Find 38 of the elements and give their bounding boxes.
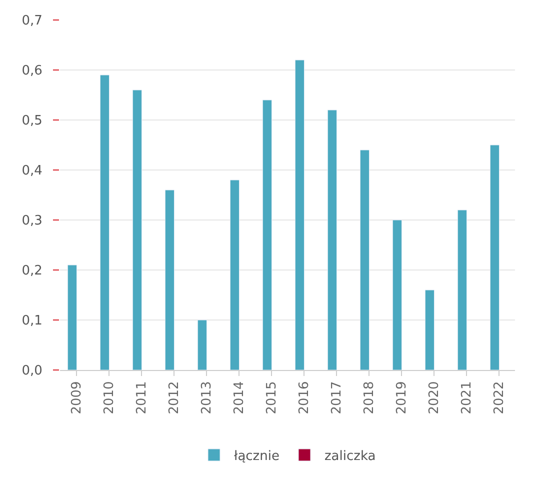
bar bbox=[164, 190, 174, 370]
x-tick-label: 2012 bbox=[166, 381, 182, 414]
y-tick-label: 0,4 bbox=[22, 164, 42, 179]
legend-label: zaliczka bbox=[324, 449, 376, 464]
y-tick-label: 0,5 bbox=[22, 114, 42, 129]
bar bbox=[132, 90, 142, 370]
bar bbox=[197, 320, 207, 370]
y-tick-label: 0,0 bbox=[22, 364, 42, 379]
x-tick-label: 2016 bbox=[296, 381, 312, 414]
x-tick-label: 2019 bbox=[394, 381, 410, 414]
x-tick-label: 2014 bbox=[232, 381, 247, 414]
y-tick-label: 0,3 bbox=[22, 214, 42, 229]
bar bbox=[490, 144, 500, 370]
bar bbox=[360, 150, 370, 370]
bar bbox=[294, 60, 304, 370]
bar bbox=[100, 74, 110, 370]
x-tick-label: 2010 bbox=[102, 381, 117, 414]
legend-label: łącznie bbox=[234, 449, 280, 464]
x-tick-label: 2015 bbox=[264, 381, 280, 414]
y-tick-label: 0,1 bbox=[22, 314, 42, 329]
bar bbox=[424, 290, 434, 370]
x-tick-label: 2009 bbox=[69, 381, 84, 414]
y-tick-label: 0,7 bbox=[22, 14, 42, 29]
x-tick-label: 2021 bbox=[459, 381, 474, 414]
y-tick-label: 0,6 bbox=[22, 64, 42, 79]
bar bbox=[262, 100, 272, 370]
bar bbox=[457, 210, 467, 370]
x-tick-label: 2011 bbox=[134, 381, 150, 414]
bar bbox=[392, 220, 402, 370]
x-tick-label: 2017 bbox=[329, 381, 344, 414]
bar bbox=[230, 180, 240, 370]
x-tick-label: 2022 bbox=[492, 381, 507, 414]
y-tick-label: 0,2 bbox=[22, 264, 42, 279]
x-tick-label: 2018 bbox=[362, 381, 377, 414]
bar bbox=[67, 264, 77, 370]
bar bbox=[327, 110, 337, 370]
x-tick-label: 2020 bbox=[426, 381, 442, 414]
x-tick-label: 2013 bbox=[199, 381, 214, 414]
